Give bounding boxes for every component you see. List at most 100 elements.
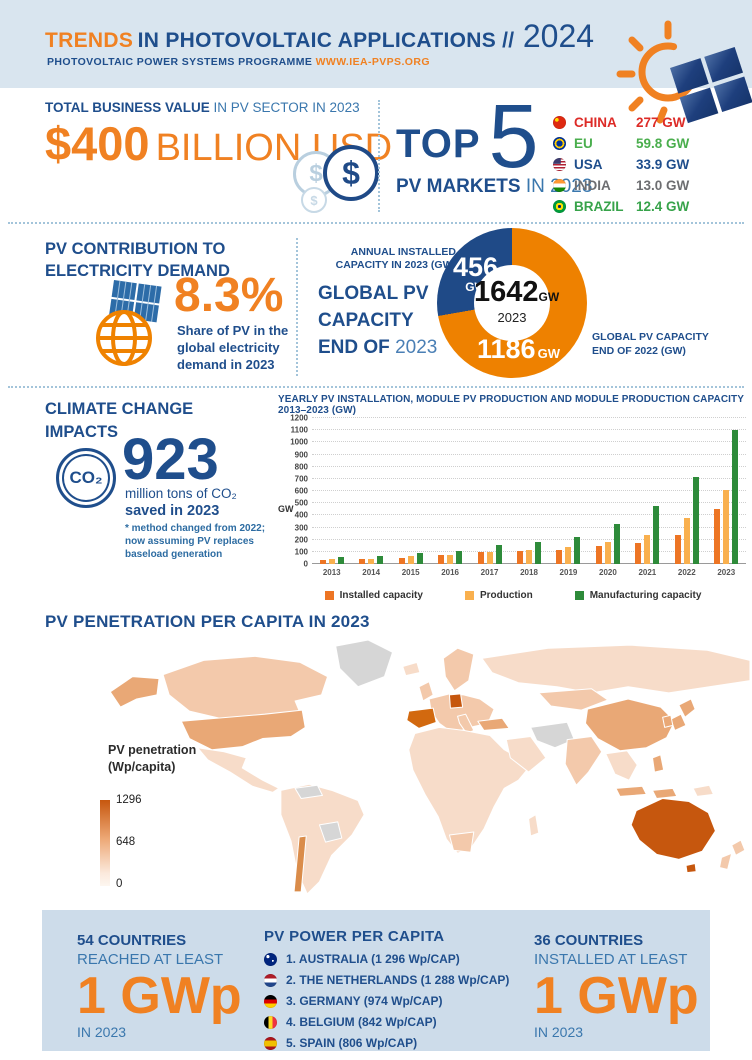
co2-caption-2: saved in 2023 bbox=[125, 503, 220, 519]
map-region-scandinavia bbox=[442, 647, 475, 692]
belgium-flag-icon bbox=[264, 1015, 277, 1029]
map-region-southeast-asia bbox=[605, 750, 638, 781]
x-tick-label: 2014 bbox=[362, 568, 381, 577]
eu-flag-icon bbox=[553, 137, 566, 150]
bar-production bbox=[683, 517, 690, 564]
y-tick-label: 800 bbox=[294, 462, 308, 472]
gridline: 700 bbox=[295, 474, 746, 483]
australia-flag-icon bbox=[264, 952, 277, 966]
per-capita-label: 5. SPAIN (806 Wp/CAP) bbox=[286, 1036, 418, 1050]
pv-share-caption: Share of PV in the global electricity de… bbox=[177, 323, 289, 372]
bar-production bbox=[565, 546, 572, 564]
contribution-heading: PV CONTRIBUTION TO ELECTRICITY DEMAND bbox=[45, 238, 230, 282]
map-region-russia bbox=[481, 644, 751, 694]
map-heading: PV PENETRATION PER CAPITA IN 2023 bbox=[45, 612, 370, 631]
map-region-japan-north bbox=[678, 698, 696, 718]
map-region-indonesia-west bbox=[615, 785, 647, 797]
gridline: 1000 bbox=[290, 438, 746, 447]
pv-markets-label: PV MARKETS bbox=[396, 176, 521, 197]
bar-group-2016 bbox=[438, 418, 463, 564]
bar-manufacturing-capacity bbox=[495, 545, 502, 564]
global-capacity-line2: CAPACITY bbox=[318, 310, 414, 331]
bar-manufacturing-capacity bbox=[613, 523, 620, 564]
per-capita-row: 5. SPAIN (806 Wp/CAP) bbox=[264, 1036, 524, 1050]
bar-manufacturing-capacity bbox=[574, 537, 581, 564]
market-value: 13.0 GW bbox=[636, 178, 690, 193]
bar-manufacturing-capacity bbox=[416, 552, 423, 564]
coin-small-icon: $ bbox=[301, 187, 327, 213]
map-region-germany bbox=[448, 693, 464, 709]
bar-group-2015 bbox=[398, 418, 423, 564]
panel-globe-icon bbox=[96, 280, 162, 366]
market-value: 33.9 GW bbox=[636, 157, 690, 172]
per-capita-label: 1. AUSTRALIA (1 296 Wp/CAP) bbox=[286, 952, 460, 966]
x-tick-label: 2022 bbox=[677, 568, 696, 577]
bar-installed-capacity bbox=[477, 551, 484, 564]
bar-manufacturing-capacity bbox=[732, 430, 739, 564]
stat-36-countries: 36 COUNTRIES INSTALLED AT LEAST 1 GWp IN… bbox=[534, 932, 699, 1040]
y-tick-label: 500 bbox=[294, 498, 308, 508]
gridline: 900 bbox=[295, 450, 746, 459]
business-value-heading-bold: TOTAL BUSINESS VALUE bbox=[45, 100, 210, 115]
bottom-stats-box: 54 COUNTRIES REACHED AT LEAST 1 GWp IN 2… bbox=[42, 910, 710, 1051]
website-link[interactable]: WWW.IEA-PVPS.ORG bbox=[315, 56, 430, 68]
coin-front-icon: $ bbox=[323, 145, 379, 201]
vertical-divider-2 bbox=[296, 238, 298, 376]
map-region-usa bbox=[180, 709, 306, 751]
map-region-australia bbox=[630, 797, 716, 860]
market-row: CHINA 277 GW bbox=[553, 112, 706, 133]
map-region-chile bbox=[293, 835, 307, 893]
market-value: 277 GW bbox=[636, 115, 686, 130]
map-legend-gradient bbox=[100, 800, 110, 886]
business-value-heading: TOTAL BUSINESS VALUE IN PV SECTOR IN 202… bbox=[45, 100, 360, 115]
bar-group-2013 bbox=[319, 418, 344, 564]
bar-installed-capacity bbox=[319, 559, 326, 564]
map-region-greenland bbox=[335, 639, 394, 688]
spain-flag-icon bbox=[264, 1036, 277, 1050]
bar-manufacturing-capacity bbox=[692, 477, 699, 564]
x-tick-label: 2016 bbox=[441, 568, 459, 577]
per-capita-row: 3. GERMANY (974 Wp/CAP) bbox=[264, 994, 524, 1008]
gridline: 200 bbox=[295, 535, 746, 544]
bar-group-2022 bbox=[674, 418, 699, 564]
map-region-bolivia-paraguay bbox=[318, 821, 343, 843]
climate-heading: CLIMATE CHANGE IMPACTS bbox=[45, 400, 194, 441]
y-tick-label: 300 bbox=[294, 523, 308, 532]
netherlands-flag-icon bbox=[264, 973, 277, 987]
amount-number: $400 bbox=[45, 117, 150, 170]
per-capita-label: 3. GERMANY (974 Wp/CAP) bbox=[286, 994, 443, 1008]
global-capacity-line3: END OF 2023 bbox=[318, 337, 438, 358]
donut-center: 1642GW 2023 bbox=[474, 265, 559, 341]
bar-manufacturing-capacity bbox=[534, 541, 541, 564]
per-capita-heading: PV POWER PER CAPITA bbox=[264, 928, 445, 945]
bar-installed-capacity bbox=[714, 508, 721, 564]
bar-manufacturing-capacity bbox=[653, 505, 660, 564]
legend-tick-min: 0 bbox=[116, 878, 123, 890]
legend-label: Manufacturing capacity bbox=[589, 590, 702, 601]
bar-group-2023 bbox=[714, 418, 739, 564]
annual-installed-label: ANNUAL INSTALLED CAPACITY IN 2023 (GW) bbox=[335, 246, 456, 271]
bar-group-2014 bbox=[359, 418, 384, 564]
map-region-iran-central-asia bbox=[530, 721, 575, 749]
bar-chart-x-labels: 2013 2014 2015 2016 2017 2018 2019 2020 2021 2022… bbox=[312, 568, 746, 577]
section-divider-2 bbox=[8, 386, 744, 388]
map-region-japan-south bbox=[670, 713, 687, 731]
map-region-madagascar bbox=[528, 814, 540, 837]
x-tick-label: 2013 bbox=[322, 568, 341, 577]
usa-flag-icon bbox=[553, 158, 566, 171]
map-legend-title: PV penetration (Wp/capita) bbox=[108, 743, 197, 774]
bar-production bbox=[525, 550, 532, 564]
pv-power-per-capita-block: PV POWER PER CAPITA 1. AUSTRALIA (1 296 … bbox=[264, 928, 524, 1050]
market-value: 12.4 GW bbox=[636, 199, 690, 214]
per-capita-list: 1. AUSTRALIA (1 296 Wp/CAP) 2. THE NETHER… bbox=[264, 952, 524, 1050]
bar-installed-capacity bbox=[438, 554, 445, 564]
bar-manufacturing-capacity bbox=[337, 556, 344, 564]
per-capita-row: 1. AUSTRALIA (1 296 Wp/CAP) bbox=[264, 952, 524, 966]
programme-name: PHOTOVOLTAIC POWER SYSTEMS PROGRAMME bbox=[47, 56, 316, 68]
map-region-iceland bbox=[402, 661, 421, 677]
globe-icon bbox=[96, 310, 152, 366]
per-capita-row: 4. BELGIUM (842 Wp/CAP) bbox=[264, 1015, 524, 1029]
bar-installed-capacity bbox=[556, 549, 563, 564]
header-subtitle: PHOTOVOLTAIC POWER SYSTEMS PROGRAMME WWW… bbox=[47, 56, 430, 68]
